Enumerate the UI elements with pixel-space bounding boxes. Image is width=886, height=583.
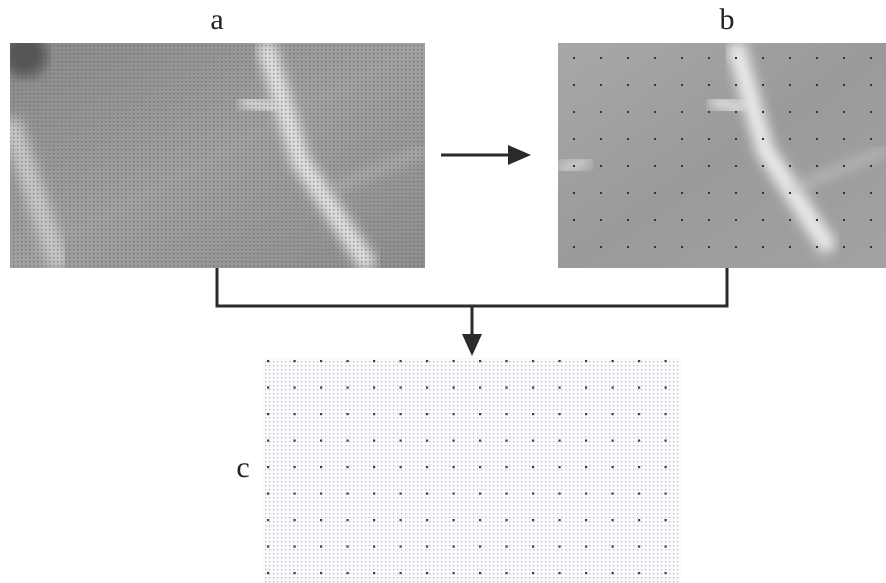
page: a b c (() => { const data = JSON.parse(d…	[0, 0, 886, 583]
panel-label: c	[236, 451, 249, 484]
image-c	[263, 358, 681, 583]
image-b	[558, 43, 886, 268]
arrow-head	[462, 334, 482, 356]
arrow-head	[508, 145, 531, 165]
panel-label: b	[720, 3, 735, 36]
diagram: a b c	[0, 0, 886, 583]
image-a	[3, 33, 425, 268]
panel-label: a	[210, 3, 223, 36]
